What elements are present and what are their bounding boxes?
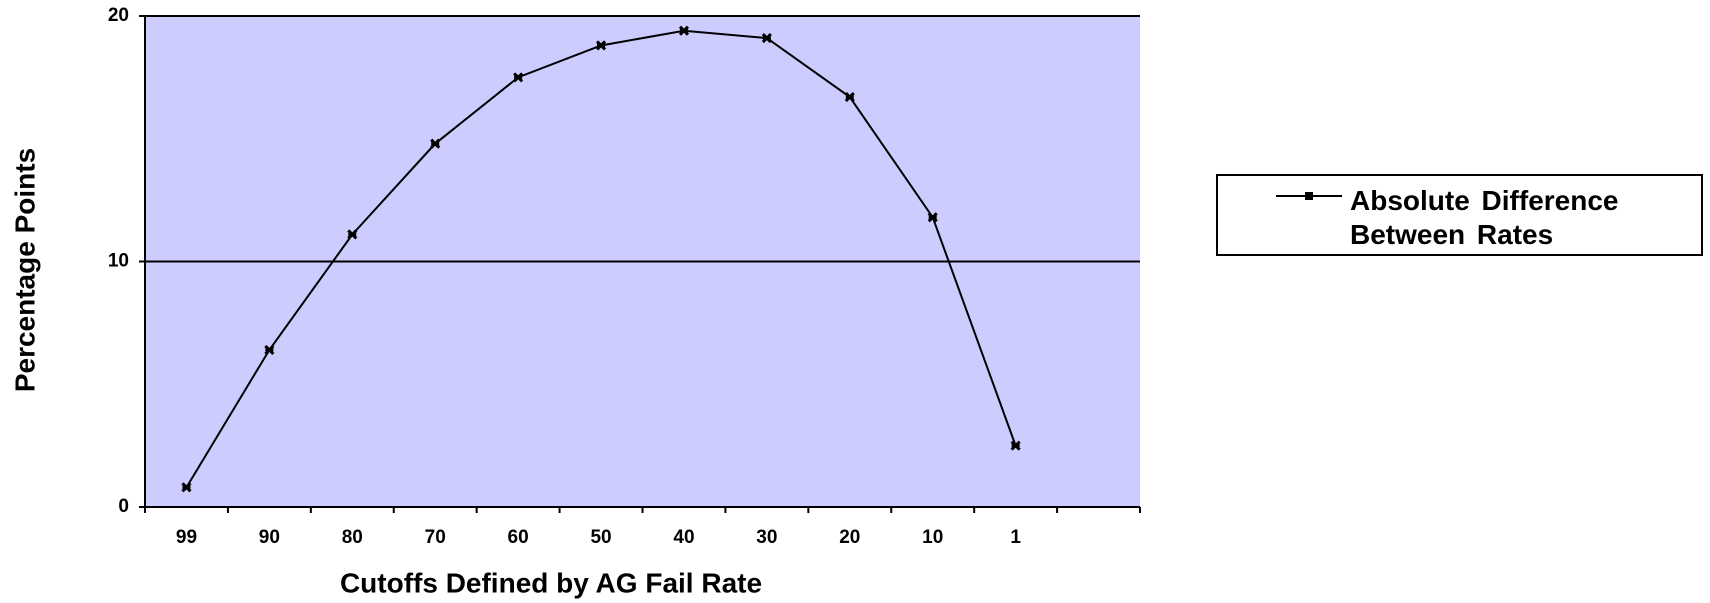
marker bbox=[844, 91, 855, 103]
marker bbox=[1010, 440, 1021, 451]
legend: Absolute Difference Between Rates bbox=[1216, 174, 1703, 256]
marker bbox=[264, 344, 275, 355]
x-tick-label: 80 bbox=[342, 527, 363, 548]
legend-swatch bbox=[1276, 192, 1342, 200]
x-tick-label: 50 bbox=[590, 527, 611, 548]
x-tick-label: 70 bbox=[425, 527, 446, 548]
x-tick-label: 90 bbox=[259, 527, 280, 548]
y-axis-title: Percentage Points bbox=[9, 148, 40, 392]
x-tick-label: 20 bbox=[839, 527, 860, 548]
legend-label: Absolute Difference Between Rates bbox=[1350, 185, 1619, 250]
x-tick-label: 40 bbox=[673, 527, 694, 548]
x-tick-label: 10 bbox=[922, 527, 943, 548]
legend-marker bbox=[1305, 192, 1313, 200]
y-tick-label: 10 bbox=[108, 251, 129, 272]
x-tick-label: 99 bbox=[176, 527, 197, 548]
marker bbox=[430, 138, 441, 149]
marker bbox=[595, 40, 607, 51]
marker bbox=[927, 212, 938, 223]
y-tick-label: 0 bbox=[118, 496, 129, 517]
x-axis-title: Cutoffs Defined by AG Fail Rate bbox=[340, 567, 762, 598]
marker bbox=[513, 72, 524, 83]
x-tick-label: 1 bbox=[1010, 527, 1021, 548]
y-tick-label: 20 bbox=[108, 5, 129, 26]
x-tick-label: 30 bbox=[756, 527, 777, 548]
x-tick-label: 60 bbox=[508, 527, 529, 548]
marker bbox=[761, 33, 772, 44]
marker bbox=[678, 25, 690, 36]
marker bbox=[347, 229, 358, 240]
marker bbox=[181, 482, 192, 493]
